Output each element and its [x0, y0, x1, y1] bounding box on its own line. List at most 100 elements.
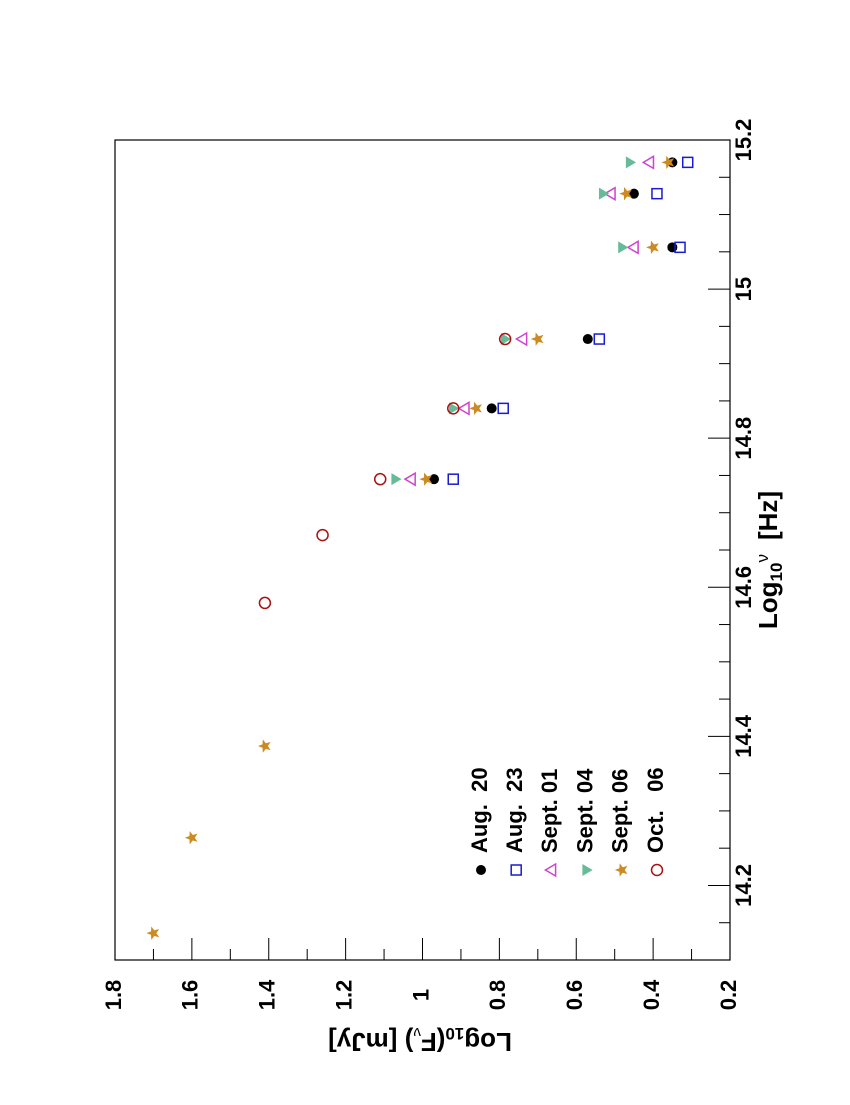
- marker: [618, 241, 629, 254]
- legend-label: Aug. 20: [467, 767, 492, 853]
- marker-shape: [667, 242, 678, 253]
- marker: [500, 333, 512, 346]
- x-tick-label: 14.6: [731, 566, 756, 609]
- marker-shape: [543, 862, 557, 878]
- x-tick-label: 14.8: [731, 417, 756, 460]
- marker-shape: [646, 240, 659, 255]
- marker: [373, 472, 387, 486]
- marker: [641, 155, 655, 170]
- marker-shape: [486, 403, 497, 414]
- legend-marker: [476, 865, 486, 875]
- marker-shape: [598, 187, 610, 200]
- marker: [530, 332, 544, 346]
- marker: [184, 831, 198, 845]
- marker-shape: [582, 864, 593, 876]
- marker: [667, 242, 678, 253]
- marker: [626, 240, 639, 255]
- marker-shape: [674, 241, 686, 254]
- marker-shape: [257, 739, 271, 753]
- y-label-sub: 10: [445, 1024, 464, 1043]
- marker: [598, 187, 610, 200]
- y-tick-label: 1.6: [178, 980, 203, 1011]
- marker: [429, 474, 440, 485]
- legend-marker: [582, 864, 593, 876]
- legend-label: Aug. 23: [502, 767, 527, 853]
- marker: [498, 332, 512, 346]
- marker: [486, 403, 497, 414]
- legend-marker: [543, 862, 557, 878]
- legend-marker: [614, 863, 628, 877]
- marker-shape: [661, 155, 675, 170]
- marker-shape: [681, 156, 694, 169]
- marker-shape: [258, 596, 272, 610]
- marker-shape: [457, 401, 470, 416]
- x-tick-label: 15.2: [731, 119, 756, 162]
- legend-label: Sept. 06: [608, 769, 633, 853]
- marker: [419, 472, 433, 486]
- y-label-part: Log: [464, 1027, 512, 1057]
- x-axis-title: Log10ν [Hz]: [753, 491, 787, 629]
- marker: [146, 926, 160, 940]
- x-label-part: [Hz]: [753, 491, 783, 540]
- x-tick-label: 14.4: [731, 714, 756, 758]
- x-tick-label: 14.2: [731, 864, 756, 907]
- y-axis-title: Log10(Fν) [mJy]: [328, 1024, 512, 1058]
- marker: [582, 334, 593, 345]
- marker-shape: [429, 474, 440, 485]
- marker-shape: [626, 240, 639, 255]
- marker-shape: [603, 186, 616, 201]
- marker: [514, 331, 528, 347]
- marker-shape: [510, 864, 522, 876]
- x-label-part: ν: [753, 554, 772, 563]
- y-tick-label: 0.2: [716, 980, 741, 1011]
- y-tick-label: 0.4: [639, 979, 664, 1010]
- legend-marker: [650, 863, 664, 877]
- marker-shape: [582, 334, 593, 345]
- marker-shape: [498, 332, 512, 346]
- marker-shape: [373, 472, 387, 486]
- marker: [681, 156, 694, 169]
- legend-marker: [510, 864, 522, 876]
- marker-shape: [497, 402, 509, 415]
- marker-shape: [530, 332, 544, 346]
- y-tick-label: 1.4: [255, 979, 280, 1010]
- marker: [258, 596, 272, 610]
- marker-shape: [449, 402, 460, 415]
- marker-shape: [447, 402, 460, 415]
- plot-frame: [114, 139, 731, 961]
- marker: [391, 473, 402, 486]
- legend-label: Oct. 06: [643, 767, 668, 853]
- marker-shape: [651, 187, 663, 200]
- marker: [674, 241, 686, 254]
- marker-shape: [618, 241, 629, 254]
- y-tick-label: 1: [408, 989, 433, 1001]
- marker-shape: [316, 528, 329, 542]
- marker-shape: [447, 473, 459, 485]
- legend-label: Sept. 01: [537, 769, 562, 853]
- marker: [403, 471, 416, 487]
- marker-shape: [650, 863, 664, 877]
- x-label-sub: 10: [767, 563, 786, 582]
- legend-label: Sept. 04: [572, 768, 597, 853]
- marker-shape: [641, 155, 655, 170]
- marker: [469, 401, 482, 416]
- marker-shape: [614, 863, 628, 877]
- x-tick-label: 15: [731, 277, 756, 301]
- marker: [497, 402, 509, 415]
- marker-shape: [619, 187, 632, 201]
- marker-shape: [514, 331, 528, 347]
- marker: [661, 155, 675, 170]
- marker: [619, 187, 632, 201]
- marker: [316, 528, 329, 542]
- y-tick-label: 1.8: [101, 980, 126, 1011]
- y-tick-label: 1.2: [331, 980, 356, 1011]
- marker-shape: [184, 831, 198, 845]
- marker-shape: [403, 471, 416, 487]
- y-label-sub: ν: [413, 1024, 421, 1041]
- marker: [257, 739, 271, 753]
- marker-shape: [419, 472, 433, 486]
- marker: [447, 473, 459, 485]
- marker-shape: [469, 401, 482, 416]
- marker-shape: [146, 926, 160, 940]
